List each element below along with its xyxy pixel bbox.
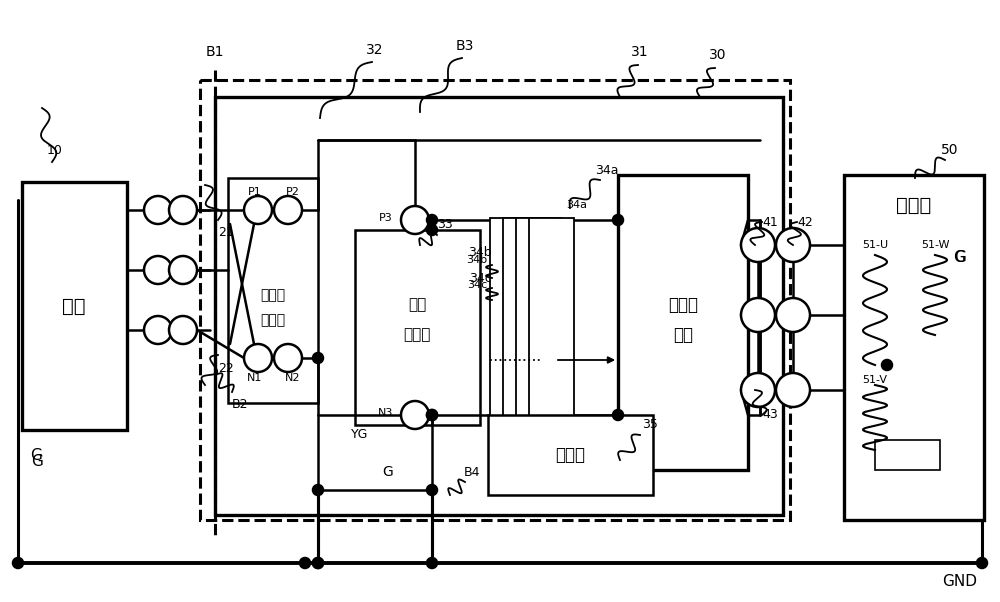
Text: 34b: 34b: [468, 246, 492, 259]
Circle shape: [741, 228, 775, 262]
Bar: [22, 182, 127, 430]
Text: 50: 50: [941, 143, 959, 157]
Circle shape: [313, 353, 323, 363]
Text: 电动机: 电动机: [896, 196, 932, 214]
Circle shape: [313, 558, 323, 568]
Circle shape: [244, 196, 272, 224]
Bar: [503, 218, 548, 463]
Circle shape: [776, 373, 810, 407]
Text: 42: 42: [797, 216, 813, 229]
Circle shape: [427, 485, 437, 495]
Text: 22: 22: [218, 361, 234, 374]
Bar: [488, 415, 653, 495]
Text: P2: P2: [286, 187, 300, 197]
Circle shape: [741, 373, 775, 407]
Text: 51-V: 51-V: [862, 375, 888, 385]
Text: 平滑: 平滑: [408, 297, 426, 312]
Text: 组件: 组件: [673, 326, 693, 344]
Text: 高电压: 高电压: [260, 288, 286, 302]
Text: 34a: 34a: [595, 164, 619, 176]
Text: 31: 31: [631, 45, 649, 59]
Circle shape: [244, 344, 272, 372]
Text: P1: P1: [248, 187, 262, 197]
Circle shape: [274, 344, 302, 372]
Circle shape: [741, 298, 775, 332]
Text: 51-W: 51-W: [921, 240, 949, 250]
Circle shape: [613, 410, 623, 420]
Text: YG: YG: [351, 429, 369, 441]
Text: 电源: 电源: [62, 297, 86, 315]
Circle shape: [427, 558, 437, 568]
Text: 21: 21: [218, 226, 234, 238]
Text: 滤波器: 滤波器: [260, 313, 286, 327]
Bar: [516, 218, 561, 463]
Text: B2: B2: [232, 399, 248, 412]
Circle shape: [300, 558, 310, 568]
Text: GND: GND: [942, 574, 978, 589]
Circle shape: [427, 410, 437, 420]
Text: B3: B3: [456, 39, 474, 53]
Circle shape: [13, 558, 23, 568]
Text: 34a: 34a: [566, 200, 588, 210]
Text: G: G: [31, 455, 43, 470]
Text: N3: N3: [378, 408, 393, 418]
Text: G: G: [954, 250, 966, 265]
Circle shape: [882, 360, 892, 370]
Circle shape: [313, 558, 323, 568]
Text: 34b: 34b: [466, 255, 487, 265]
Text: 34c: 34c: [469, 272, 492, 285]
Circle shape: [776, 228, 810, 262]
Text: 半导体: 半导体: [668, 296, 698, 314]
Circle shape: [169, 316, 197, 344]
Text: N1: N1: [247, 373, 263, 383]
Circle shape: [144, 256, 172, 284]
Circle shape: [169, 256, 197, 284]
Circle shape: [169, 196, 197, 224]
Text: 35: 35: [642, 418, 658, 432]
Bar: [618, 175, 748, 470]
Circle shape: [144, 316, 172, 344]
Text: P3: P3: [379, 213, 393, 223]
Text: 32: 32: [366, 43, 384, 57]
Text: G: G: [30, 447, 42, 462]
Bar: [529, 218, 574, 463]
Circle shape: [776, 298, 810, 332]
Text: B4: B4: [464, 465, 480, 479]
Text: 电容器: 电容器: [403, 327, 431, 343]
Circle shape: [401, 401, 429, 429]
Bar: [844, 175, 984, 520]
Text: 34c: 34c: [467, 280, 487, 290]
Circle shape: [427, 225, 437, 235]
Text: 33: 33: [437, 219, 453, 232]
Text: 10: 10: [47, 143, 63, 157]
Circle shape: [427, 215, 437, 225]
Text: 41: 41: [762, 216, 778, 229]
Circle shape: [313, 485, 323, 495]
Circle shape: [613, 215, 623, 225]
Circle shape: [977, 558, 987, 568]
Text: 控制部: 控制部: [555, 446, 585, 464]
Bar: [200, 80, 790, 520]
Text: G: G: [383, 465, 393, 479]
Text: 51-U: 51-U: [862, 240, 888, 250]
Text: G: G: [953, 250, 965, 265]
Bar: [215, 97, 783, 515]
Circle shape: [274, 196, 302, 224]
Text: 30: 30: [709, 48, 727, 62]
Circle shape: [427, 410, 437, 420]
Circle shape: [401, 206, 429, 234]
Bar: [355, 230, 480, 425]
Text: 43: 43: [762, 409, 778, 421]
Text: B1: B1: [206, 45, 224, 59]
Bar: [490, 218, 535, 463]
Circle shape: [144, 196, 172, 224]
Bar: [875, 440, 940, 470]
Bar: [228, 178, 318, 403]
Text: N2: N2: [285, 373, 301, 383]
